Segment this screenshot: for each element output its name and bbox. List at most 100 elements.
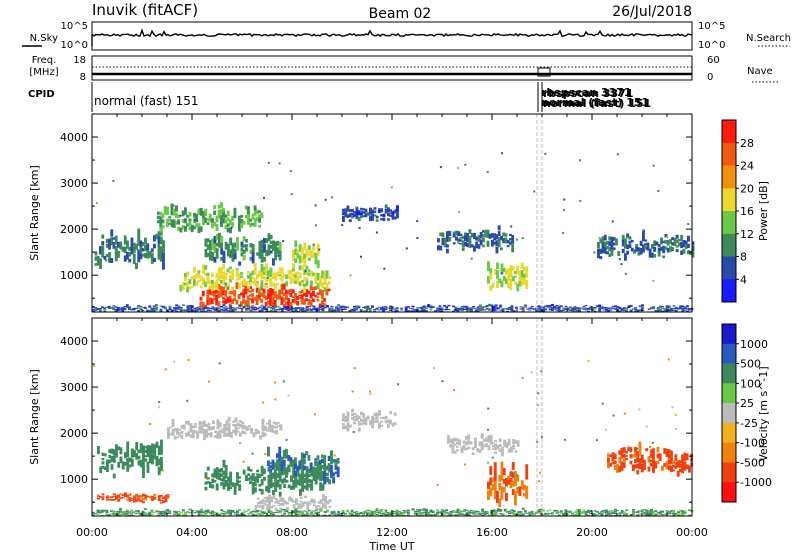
echo-cell (474, 308, 478, 310)
echo-cell (128, 309, 131, 310)
echo-cell (258, 210, 262, 213)
echo-cell (322, 494, 325, 498)
echo-cell (211, 514, 215, 516)
echo-cell (402, 512, 406, 515)
echo-cell (255, 294, 259, 299)
echo-cell (191, 430, 195, 434)
echo-cell (342, 218, 345, 222)
echo-cell (364, 306, 368, 308)
echo-cell (274, 498, 278, 501)
colorbar-swatch (722, 279, 736, 303)
echo-cell (233, 513, 237, 515)
echo-cell (218, 422, 222, 428)
echo-cell (514, 281, 517, 285)
echo-cell (452, 310, 455, 312)
echo-cell (599, 256, 603, 260)
echo-cell (196, 431, 200, 439)
echo-cell (150, 513, 154, 515)
echo-cell (177, 226, 181, 231)
y-tick-label: 3000 (60, 177, 88, 190)
echo-cell (271, 272, 275, 276)
echo-cell (652, 308, 656, 310)
echo-cell (501, 152, 503, 155)
echo-cell (208, 286, 212, 295)
echo-cell (639, 240, 643, 246)
echo-cell (672, 460, 676, 464)
echo-cell (441, 232, 445, 237)
echo-cell (220, 473, 224, 477)
echo-cell (638, 408, 641, 411)
echo-cell (135, 262, 138, 270)
echo-cell (509, 238, 512, 241)
echo-cell (475, 236, 479, 241)
echo-cell (636, 456, 640, 463)
echo-cell (314, 286, 318, 290)
echo-cell (233, 309, 237, 311)
echo-cell (348, 209, 352, 213)
echo-cell (251, 309, 255, 311)
echo-cell (377, 306, 381, 308)
echo-cell (386, 513, 390, 516)
echo-cell (487, 428, 489, 431)
echo-cell (303, 242, 307, 250)
echo-cell (348, 512, 352, 514)
echo-cell (664, 240, 668, 244)
echo-cell (139, 499, 143, 503)
echo-cell (355, 307, 359, 309)
echo-cell (157, 211, 160, 215)
echo-cell (342, 425, 345, 430)
echo-cell (299, 488, 302, 496)
echo-cell (184, 218, 187, 224)
echo-cell (304, 270, 307, 273)
echo-cell (614, 512, 617, 515)
echo-cell (528, 513, 532, 516)
echo-cell (641, 509, 644, 511)
echo-cell (666, 235, 669, 238)
echo-cell (126, 251, 129, 260)
echo-cell (93, 365, 96, 367)
echo-cell (500, 263, 504, 275)
echo-cell (261, 424, 265, 431)
echo-cell (377, 309, 381, 311)
echo-cell (251, 308, 255, 310)
echo-cell (278, 242, 282, 250)
echo-cell (396, 210, 399, 219)
echo-cell (382, 217, 386, 222)
echo-cell (364, 512, 368, 514)
colorbar-tick-label: -1000 (740, 476, 772, 489)
echo-cell (371, 419, 375, 425)
echo-cell (303, 478, 307, 483)
echo-cell (282, 380, 285, 383)
echo-cell (498, 448, 502, 452)
echo-cell (275, 429, 278, 432)
echo-cell (235, 282, 239, 289)
echo-cell (362, 215, 366, 218)
echo-cell (362, 306, 365, 308)
echo-cell (333, 454, 336, 457)
echo-cell (112, 493, 116, 496)
echo-cell (103, 255, 107, 260)
echo-cell (188, 279, 192, 284)
echo-cell (378, 410, 381, 416)
echo-cell (266, 427, 269, 430)
echo-cell (134, 511, 138, 513)
echo-cell (175, 513, 179, 516)
echo-cell (242, 236, 246, 242)
echo-cell (328, 514, 332, 516)
echo-cell (206, 509, 210, 513)
echo-cell (99, 258, 102, 269)
echo-cell (491, 477, 495, 483)
echo-cell (247, 513, 251, 515)
echo-cell (476, 306, 480, 308)
echo-cell (133, 450, 136, 458)
echo-cell (443, 309, 446, 311)
echo-cell (580, 511, 584, 513)
echo-cell (569, 511, 572, 513)
echo-cell (620, 511, 624, 514)
echo-cell (322, 502, 325, 505)
echo-cell (179, 214, 182, 217)
echo-cell (285, 307, 289, 309)
echo-cell (204, 514, 208, 516)
echo-cell (551, 512, 554, 514)
echo-cell (318, 248, 321, 251)
